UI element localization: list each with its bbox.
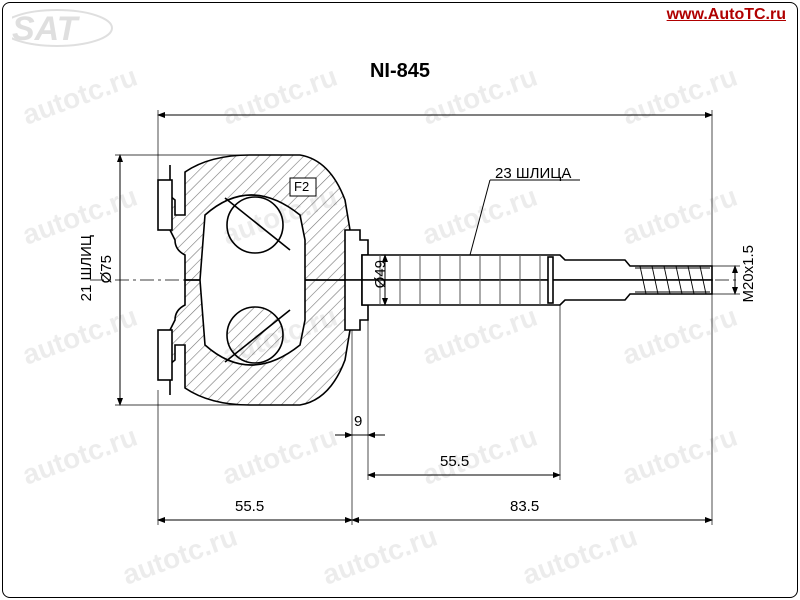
thread-label: M20x1.5: [740, 245, 757, 303]
dim-bell-len: 55.5: [235, 498, 264, 515]
dim-spline-len: 55.5: [440, 453, 469, 470]
dim-shaft-len: 83.5: [510, 498, 539, 515]
dia49-label: Ø49: [372, 260, 389, 288]
f2-marker: F2: [294, 179, 309, 194]
splines-left-label: 21 ШЛИЦ: [78, 235, 95, 301]
website-link[interactable]: www.AutoTC.ru: [667, 6, 786, 24]
cv-joint-diagram: 21 ШЛИЦ Ø75 23 ШЛИЦА Ø49 M20x1.5 F2 9 55…: [40, 80, 760, 580]
brand-logo: SAT: [12, 8, 132, 63]
splines-top-label: 23 ШЛИЦА: [495, 165, 571, 182]
dia75-label: Ø75: [98, 255, 115, 283]
dim-step: 9: [354, 413, 362, 430]
